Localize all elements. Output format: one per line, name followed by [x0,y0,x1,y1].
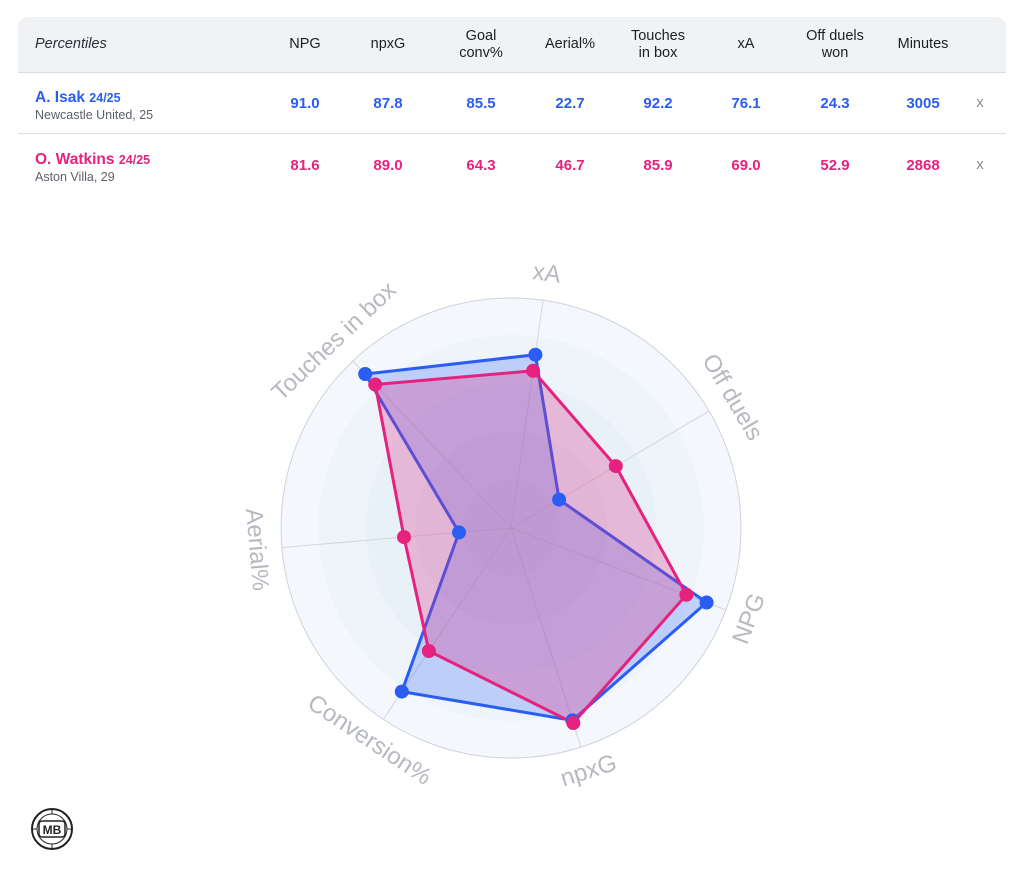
header-npg-label: NPG [289,36,321,52]
player-name[interactable]: A. Isak 24/25 [35,89,121,107]
value-goal-conv: 64.3 [466,156,496,174]
header-off-duels-line1: Off duels [806,27,864,44]
header-off-duels-line2: won [821,44,849,61]
header-percentiles: Percentiles [35,36,107,52]
player-name-text: A. Isak [35,89,85,106]
remove-player-button[interactable]: x [976,94,984,111]
player-season: 24/25 [89,91,121,105]
logo-text: MB [43,823,62,837]
radar-point [397,530,411,545]
header-goal-conv: Goal conv% [441,17,521,72]
radar-series-watkins [373,369,688,725]
table-row: O. Watkins 24/25 Aston Villa, 29 81.6 89… [18,135,1006,195]
value-aerial: 22.7 [555,94,585,112]
header-npg: NPG [265,17,345,72]
header-xa: xA [706,17,786,72]
radar-point [394,684,409,699]
header-npxg-label: npxG [370,36,406,52]
radar-spoke [281,527,512,548]
value-npxg: 89.0 [373,156,403,174]
value-touches: 85.9 [643,156,673,174]
header-xa-label: xA [737,36,755,52]
value-xa: 76.1 [731,94,761,112]
player-name[interactable]: O. Watkins 24/25 [35,151,150,169]
value-touches: 92.2 [643,94,673,112]
header-goal-conv-line2: conv% [459,44,503,61]
mb-logo: MB [31,808,73,850]
player-name-text: O. Watkins [35,151,115,168]
header-touches-line2: in box [638,44,678,61]
radar-point [566,716,581,730]
player-season: 24/25 [118,153,151,167]
radar-point [368,377,383,392]
value-npg: 81.6 [290,156,320,174]
radar-axis-label: npxG [557,749,620,792]
radar-axis-label: xA [531,258,563,289]
value-xa: 69.0 [731,156,761,174]
value-aerial: 46.7 [555,156,585,174]
remove-player-button[interactable]: x [976,156,984,173]
radar-spoke [510,527,582,748]
radar-point [452,525,466,540]
table-header: Percentiles NPG npxG Goal conv% Aerial% T… [18,17,1006,73]
radar-spoke [510,300,544,529]
radar-point [421,644,436,658]
value-minutes: 2868 [906,156,940,174]
header-touches-line1: Touches [630,27,685,44]
percentiles-table: Percentiles NPG npxG Goal conv% Aerial% T… [18,17,1006,195]
header-minutes: Minutes [883,17,963,72]
header-off-duels: Off duels won [795,17,875,72]
header-touches: Touches in box [618,17,698,72]
radar-axis-label: Aerial% [240,507,274,592]
value-npg: 91.0 [290,94,320,112]
value-minutes: 3005 [906,94,940,112]
radar-point [699,595,714,610]
header-minutes-label: Minutes [897,36,949,52]
radar-point [552,492,567,507]
value-npxg: 87.8 [373,94,403,112]
radar-point [526,363,541,378]
radar-axis-label: NPG [727,590,771,648]
header-npxg: npxG [348,17,428,72]
radar-point [679,587,694,602]
radar-point [358,367,373,381]
radar-point [528,347,543,362]
radar-series-isak [363,353,709,722]
value-off-duels: 24.3 [820,94,850,112]
header-goal-conv-line1: Goal [465,27,497,44]
value-goal-conv: 85.5 [466,94,496,112]
table-row: A. Isak 24/25 Newcastle United, 25 91.0 … [18,73,1006,134]
header-aerial-label: Aerial% [545,36,595,52]
header-aerial: Aerial% [530,17,610,72]
player-club: Aston Villa, 29 [35,170,115,184]
radar-point [608,459,623,474]
value-off-duels: 52.9 [820,156,850,174]
player-club: Newcastle United, 25 [35,108,154,122]
